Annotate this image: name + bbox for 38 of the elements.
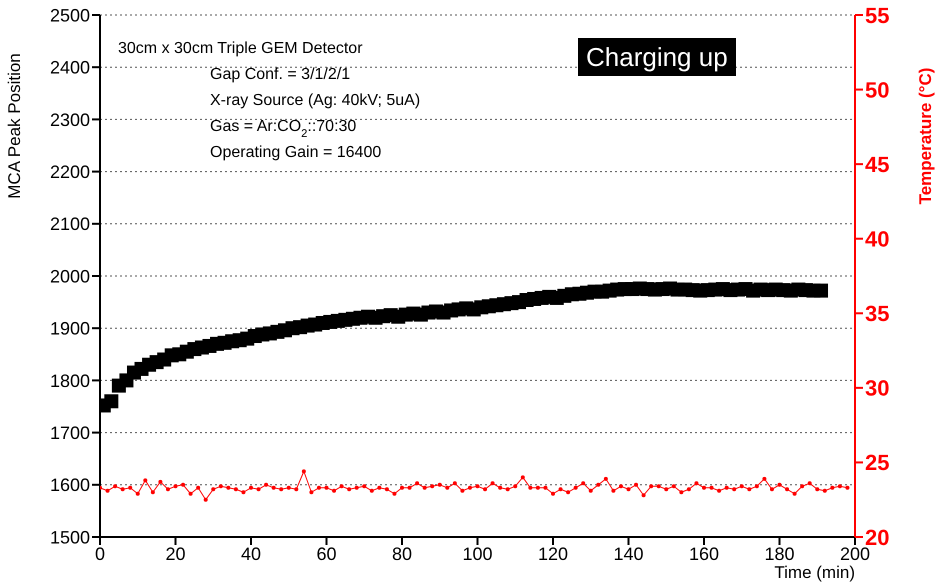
annotation: Gas = Ar:CO$_{2}$::70:30 bbox=[210, 118, 356, 140]
y-tick-label: 1700 bbox=[50, 422, 90, 443]
annotation: X-ray Source (Ag: 40kV; 5uA) bbox=[210, 92, 420, 109]
y-tick-label: 2500 bbox=[50, 5, 90, 26]
y2-tick-label: 35 bbox=[865, 301, 890, 326]
y-tick-label: 2100 bbox=[50, 214, 90, 234]
x-tick-label: 20 bbox=[165, 544, 186, 564]
y-tick-label: 1800 bbox=[50, 370, 90, 391]
annotation: Gap Conf. = 3/1/2/1 bbox=[210, 66, 350, 83]
y-tick-label: 2400 bbox=[50, 58, 90, 78]
y-tick-label: 1900 bbox=[50, 318, 90, 339]
x-tick-label: 120 bbox=[538, 544, 568, 564]
y2-tick-label: 55 bbox=[865, 2, 890, 28]
y2-tick-label: 40 bbox=[865, 226, 890, 252]
y2-axis-title: Temperature (°C) bbox=[916, 68, 936, 204]
x-tick-label: 40 bbox=[240, 544, 262, 564]
x-tick-label: 160 bbox=[688, 544, 720, 564]
y2-tick-label: 30 bbox=[865, 376, 890, 401]
y2-tick-label: 50 bbox=[865, 77, 890, 102]
x-axis-title: Time (min) bbox=[774, 563, 855, 582]
y-tick-label: 2000 bbox=[50, 266, 90, 286]
y-tick-label: 2200 bbox=[50, 162, 90, 182]
y2-tick-label: 25 bbox=[865, 450, 890, 476]
y-tick-label: 1500 bbox=[50, 527, 90, 548]
x-tick-label: 200 bbox=[840, 544, 870, 564]
x-tick-label: 140 bbox=[613, 544, 644, 564]
annotation: 30cm x 30cm Triple GEM Detector bbox=[118, 40, 364, 57]
y-tick-label: 1600 bbox=[50, 475, 90, 496]
x-tick-label: 100 bbox=[462, 544, 493, 564]
x-tick-label: 180 bbox=[764, 544, 795, 564]
y-axis-title: MCA Peak Position bbox=[5, 53, 24, 199]
y-tick-label: 2300 bbox=[50, 110, 90, 130]
y2-tick-label: 45 bbox=[865, 152, 890, 177]
x-tick-label: 60 bbox=[316, 544, 337, 564]
x-tick-label: 80 bbox=[392, 544, 412, 564]
annotation: Charging up bbox=[578, 38, 736, 76]
annotation: Operating Gain = 16400 bbox=[210, 144, 382, 161]
x-tick-label: 0 bbox=[94, 544, 106, 564]
